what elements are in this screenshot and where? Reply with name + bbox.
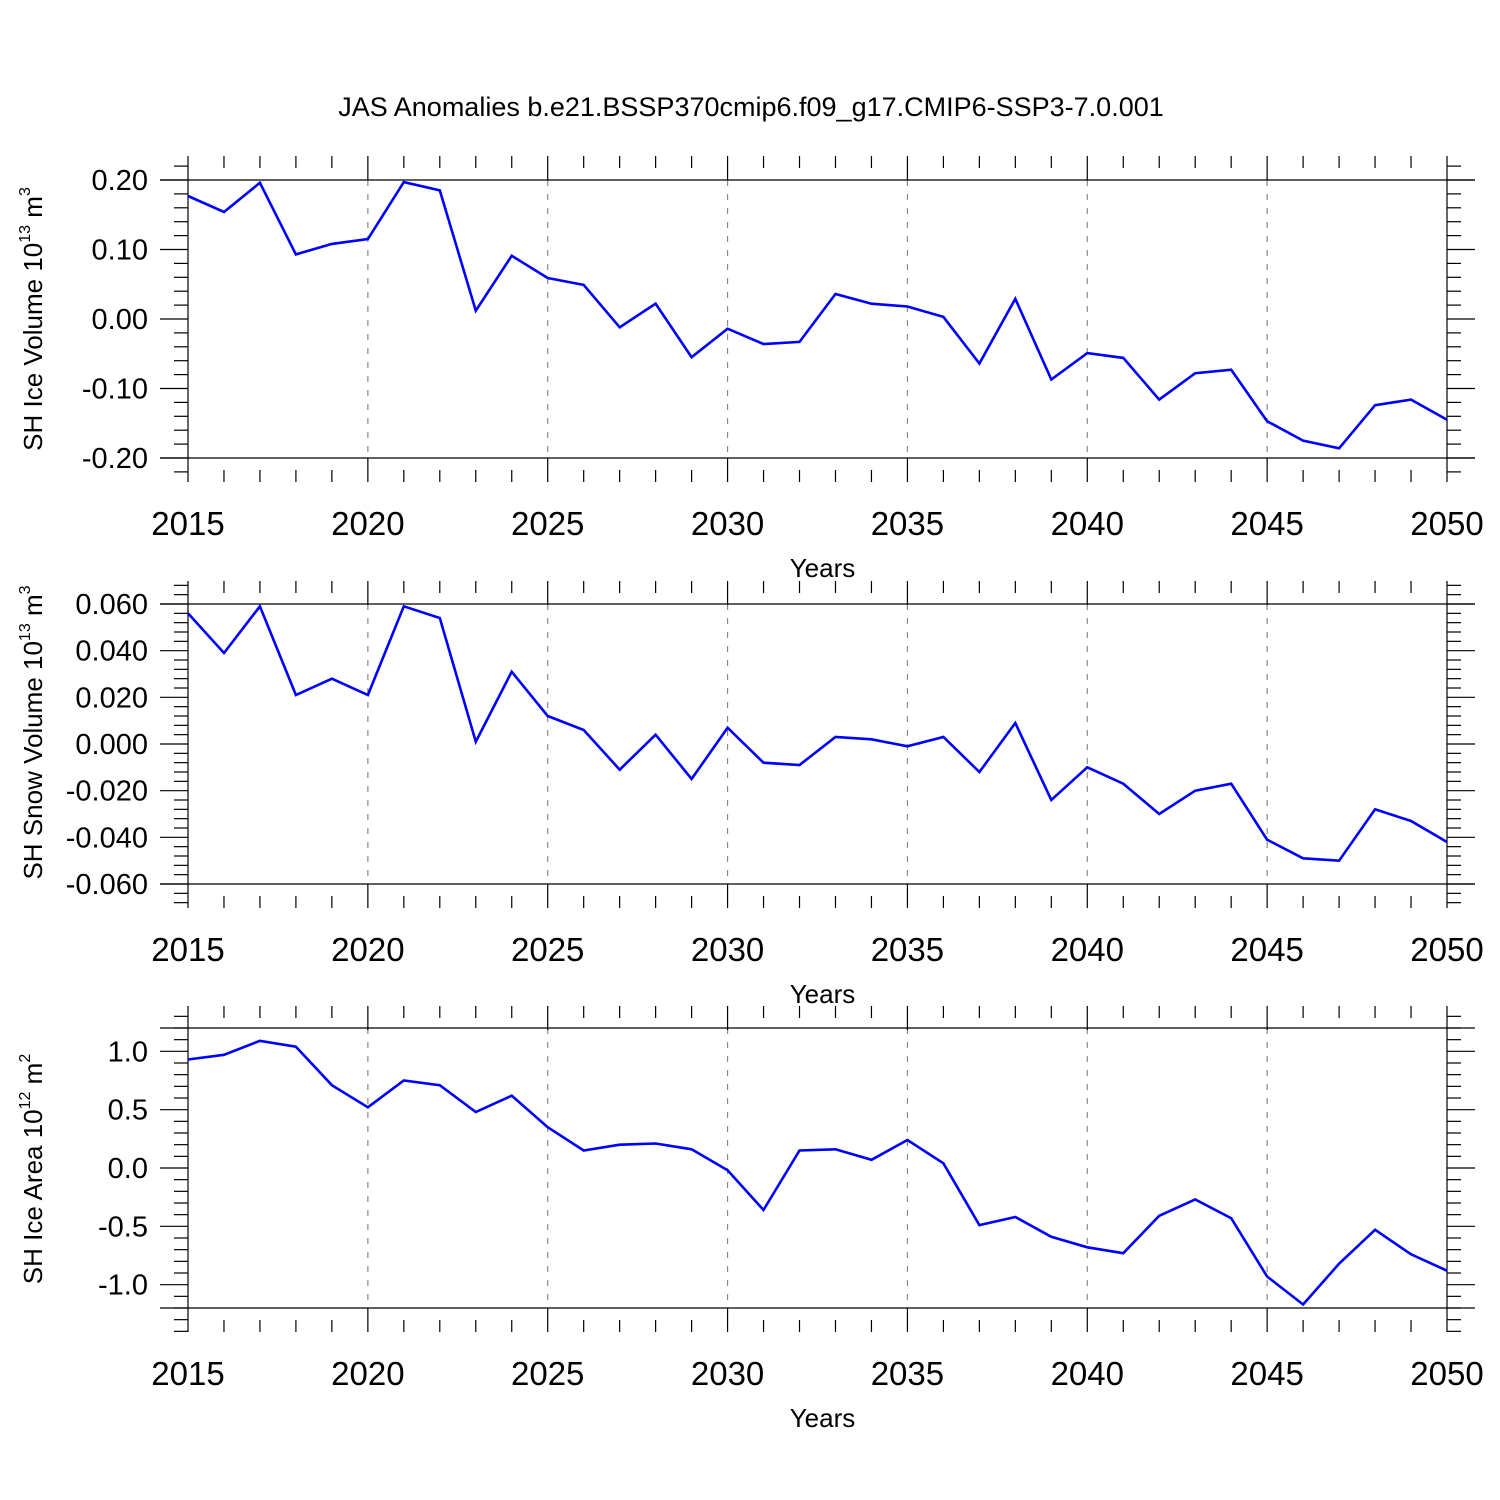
- x-tick-label: 2025: [511, 1355, 584, 1392]
- x-tick-label: 2030: [691, 505, 764, 542]
- series-line: [187, 1039, 1448, 1307]
- y-tick-label: -0.040: [66, 822, 148, 854]
- snow-volume-panel: 2015 2020 2025 2030 2035 2040 2045 2050 -0.060 -0…: [17, 581, 1484, 1009]
- y-tick-label: 0.020: [75, 682, 148, 714]
- x-tick-label: 2045: [1230, 505, 1303, 542]
- y-axis-title-unit: m: [18, 1063, 48, 1092]
- x-tick-label: 2020: [331, 1355, 404, 1392]
- x-tick-label: 2040: [1051, 1355, 1124, 1392]
- y-tick-label: 0.00: [92, 304, 148, 336]
- y-axis-title-unit: m: [18, 196, 48, 225]
- x-tick-label: 2015: [151, 1355, 224, 1392]
- y-tick-label: 0.5: [108, 1095, 148, 1127]
- figure-title: JAS Anomalies b.e21.BSSP370cmip6.f09_g17…: [338, 92, 1164, 122]
- y-axis-title-unit-exponent: 3: [17, 187, 34, 196]
- y-axis-title-main: SH Snow Volume 10: [18, 641, 48, 879]
- y-axis-title: SH Snow Volume 1013 m3: [17, 585, 48, 879]
- x-tick-label: 2020: [331, 931, 404, 968]
- x-axis-title: Years: [790, 1403, 856, 1433]
- y-axis-title-main: SH Ice Volume 10: [18, 243, 48, 451]
- y-tick-label: 0.10: [92, 235, 148, 267]
- x-tick-label: 2040: [1051, 505, 1124, 542]
- series-line: [187, 180, 1448, 450]
- x-tick-label: 2050: [1410, 931, 1483, 968]
- ice-volume-panel: 2015 2020 2025 2030 2035 2040 2045 2050 -0.20 -0.…: [17, 156, 1484, 583]
- x-tick-label: 2035: [871, 931, 944, 968]
- x-tick-label: 2035: [871, 505, 944, 542]
- x-tick-label: 2025: [511, 505, 584, 542]
- y-axis-title-unit-exponent: 2: [17, 1054, 34, 1063]
- y-axis-title-main: SH Ice Area 10: [18, 1109, 48, 1284]
- x-tick-label: 2015: [151, 931, 224, 968]
- x-tick-label: 2045: [1230, 931, 1303, 968]
- x-tick-label: 2035: [871, 1355, 944, 1392]
- y-axis-title-exponent: 12: [17, 1091, 34, 1109]
- y-axis-title-exponent: 13: [17, 623, 34, 641]
- x-tick-label: 2050: [1410, 505, 1483, 542]
- x-tick-label: 2025: [511, 931, 584, 968]
- x-tick-label: 2045: [1230, 1355, 1303, 1392]
- y-tick-label: -0.20: [82, 443, 148, 475]
- x-tick-label: 2020: [331, 505, 404, 542]
- x-axis-title: Years: [790, 553, 856, 583]
- x-tick-label: 2030: [691, 1355, 764, 1392]
- y-tick-label: 0.000: [75, 729, 148, 761]
- x-axis-title: Years: [790, 979, 856, 1009]
- y-axis-title-unit-exponent: 3: [17, 585, 34, 594]
- y-tick-label: 0.060: [75, 589, 148, 621]
- x-tick-label: 2030: [691, 931, 764, 968]
- y-tick-label: -0.5: [98, 1211, 148, 1243]
- ice-area-panel: 2015 2020 2025 2030 2035 2040 2045 2050 -1.0 -0.5…: [17, 1006, 1484, 1433]
- y-tick-label: 0.20: [92, 165, 148, 197]
- y-tick-label: 0.040: [75, 636, 148, 668]
- x-tick-label: 2015: [151, 505, 224, 542]
- x-tick-label: 2040: [1051, 931, 1124, 968]
- y-axis-title-exponent: 13: [17, 225, 34, 243]
- y-tick-label: 1.0: [108, 1036, 148, 1068]
- y-tick-label: -0.10: [82, 374, 148, 406]
- y-tick-label: -1.0: [98, 1270, 148, 1302]
- y-tick-label: -0.060: [66, 869, 148, 901]
- y-axis-title: SH Ice Volume 1013 m3: [17, 187, 48, 451]
- y-tick-label: -0.020: [66, 776, 148, 808]
- series-line: [187, 603, 1448, 863]
- y-tick-label: 0.0: [108, 1153, 148, 1185]
- x-tick-label: 2050: [1410, 1355, 1483, 1392]
- y-axis-title: SH Ice Area 1012 m2: [17, 1054, 48, 1285]
- y-axis-title-unit: m: [18, 594, 48, 623]
